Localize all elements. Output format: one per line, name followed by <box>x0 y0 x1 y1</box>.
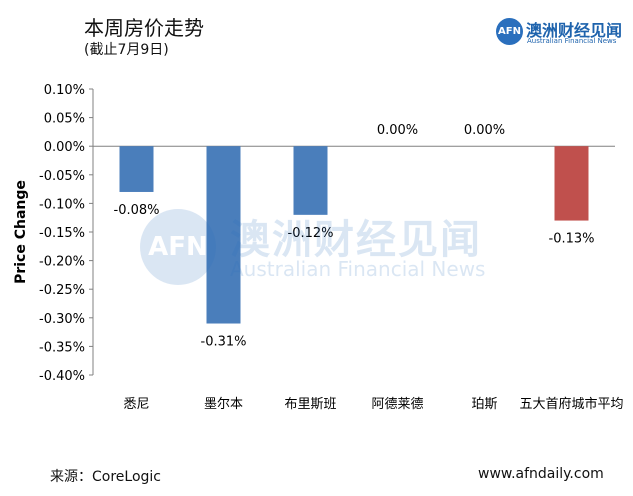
data-label: 0.00% <box>464 123 505 138</box>
logo-name-cn: 澳洲财经见闻 <box>526 21 623 40</box>
data-label: -0.13% <box>549 232 595 247</box>
category-label: 布里斯班 <box>284 397 336 412</box>
y-tick-label: -0.15% <box>39 226 85 241</box>
bar <box>206 146 241 324</box>
chart-title: 本周房价走势 <box>84 16 204 40</box>
bar <box>554 146 589 221</box>
y-tick-label: -0.25% <box>39 283 85 298</box>
afn-logo: AFN 澳洲财经见闻 Australian Financial News <box>496 18 626 48</box>
bar <box>293 146 328 215</box>
y-tick-label: 0.05% <box>44 112 85 127</box>
logo-name-en: Australian Financial News <box>527 37 617 45</box>
data-label: -0.08% <box>114 203 160 218</box>
data-label: 0.00% <box>377 123 418 138</box>
y-tick-label: -0.40% <box>39 369 85 384</box>
category-label: 悉尼 <box>123 397 149 412</box>
y-tick-label: -0.30% <box>39 312 85 327</box>
data-label: -0.12% <box>288 226 334 241</box>
afn-logo-icon: AFN <box>496 18 523 45</box>
y-tick-label: -0.10% <box>39 197 85 212</box>
category-label: 阿德莱德 <box>371 397 423 412</box>
y-tick-label: -0.35% <box>39 340 85 355</box>
category-label: 五大首府城市平均 <box>519 396 623 412</box>
y-tick-label: 0.00% <box>44 140 85 155</box>
y-tick-label: -0.05% <box>39 169 85 184</box>
bar <box>119 146 154 192</box>
category-label: 珀斯 <box>471 397 497 412</box>
source-note: 来源：CoreLogic <box>50 469 161 485</box>
y-tick-label: 0.10% <box>44 83 85 98</box>
y-axis-title: Price Change <box>13 180 29 284</box>
website-link[interactable]: www.afndaily.com <box>478 466 604 482</box>
category-label: 墨尔本 <box>204 397 243 412</box>
y-tick-label: -0.20% <box>39 255 85 270</box>
chart-subtitle: (截止7月9日) <box>84 42 169 58</box>
data-label: -0.31% <box>201 335 247 350</box>
